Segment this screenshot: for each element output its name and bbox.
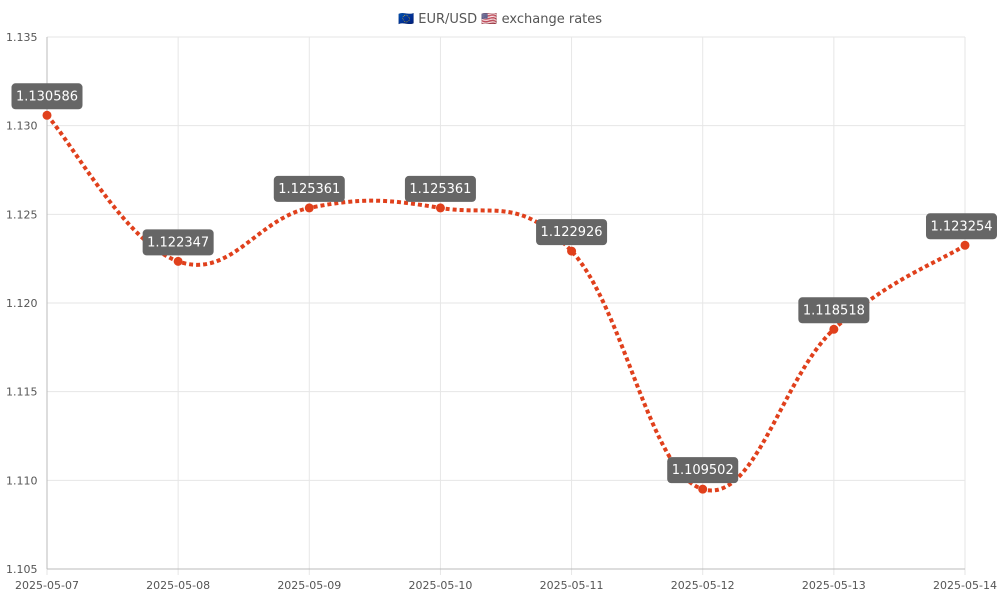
points-layer bbox=[42, 110, 970, 494]
data-label-text: 1.130586 bbox=[16, 89, 78, 104]
data-point[interactable] bbox=[304, 203, 314, 213]
data-point[interactable] bbox=[698, 484, 708, 494]
data-label-text: 1.125361 bbox=[278, 182, 340, 197]
y-tick-label: 1.130 bbox=[6, 120, 38, 133]
data-label-box bbox=[142, 229, 214, 256]
chart-title: 🇪🇺 EUR/USD 🇺🇸 exchange rates bbox=[398, 12, 602, 27]
data-label-text: 1.122926 bbox=[541, 225, 603, 240]
x-tick-label: 2025-05-11 bbox=[540, 579, 604, 592]
data-label: 1.122926 bbox=[536, 219, 608, 246]
data-labels-layer: 1.130586 1.122347 1.125361 1.125361 1.122926… bbox=[11, 83, 997, 484]
y-tick-label: 1.115 bbox=[6, 386, 38, 399]
x-tick-label: 2025-05-12 bbox=[671, 579, 735, 592]
data-label: 1.118518 bbox=[798, 297, 870, 324]
x-tick-label: 2025-05-07 bbox=[15, 579, 79, 592]
data-label-box bbox=[798, 297, 870, 324]
series-layer bbox=[45, 113, 967, 493]
data-label-box bbox=[667, 457, 739, 484]
y-tick-label: 1.135 bbox=[6, 31, 38, 44]
y-tick-label: 1.105 bbox=[6, 563, 38, 576]
data-label-text: 1.118518 bbox=[803, 303, 865, 318]
x-tick-label: 2025-05-10 bbox=[408, 579, 472, 592]
axes: 1.105 1.110 1.115 1.120 1.125 1.130 1.135 2025-… bbox=[6, 31, 997, 592]
data-label-text: 1.123254 bbox=[930, 219, 992, 234]
data-label: 1.125361 bbox=[404, 175, 476, 202]
y-tick-label: 1.110 bbox=[6, 474, 38, 487]
data-point[interactable] bbox=[42, 110, 52, 120]
y-tick-label: 1.120 bbox=[6, 297, 38, 310]
data-point[interactable] bbox=[567, 246, 577, 256]
x-tick-label: 2025-05-09 bbox=[277, 579, 341, 592]
data-label: 1.122347 bbox=[142, 229, 214, 256]
data-label: 1.130586 bbox=[11, 83, 83, 110]
x-tick-label: 2025-05-08 bbox=[146, 579, 210, 592]
data-label-box bbox=[926, 213, 997, 240]
data-label-box bbox=[11, 83, 83, 110]
data-label-box bbox=[536, 219, 608, 246]
data-label: 1.123254 bbox=[926, 213, 997, 240]
x-tick-label: 2025-05-13 bbox=[802, 579, 866, 592]
data-label-text: 1.109502 bbox=[672, 463, 734, 478]
data-label-box bbox=[273, 175, 345, 202]
data-label: 1.109502 bbox=[667, 457, 739, 484]
data-label-text: 1.125361 bbox=[409, 182, 471, 197]
data-point[interactable] bbox=[960, 240, 970, 250]
data-label-box bbox=[404, 175, 476, 202]
series-line bbox=[45, 113, 967, 493]
data-point[interactable] bbox=[173, 256, 183, 266]
data-label-text: 1.122347 bbox=[147, 235, 209, 250]
data-point[interactable] bbox=[829, 324, 839, 334]
data-point[interactable] bbox=[435, 203, 445, 213]
data-label: 1.125361 bbox=[273, 175, 345, 202]
x-tick-label: 2025-05-14 bbox=[933, 579, 997, 592]
y-tick-label: 1.125 bbox=[6, 208, 38, 221]
